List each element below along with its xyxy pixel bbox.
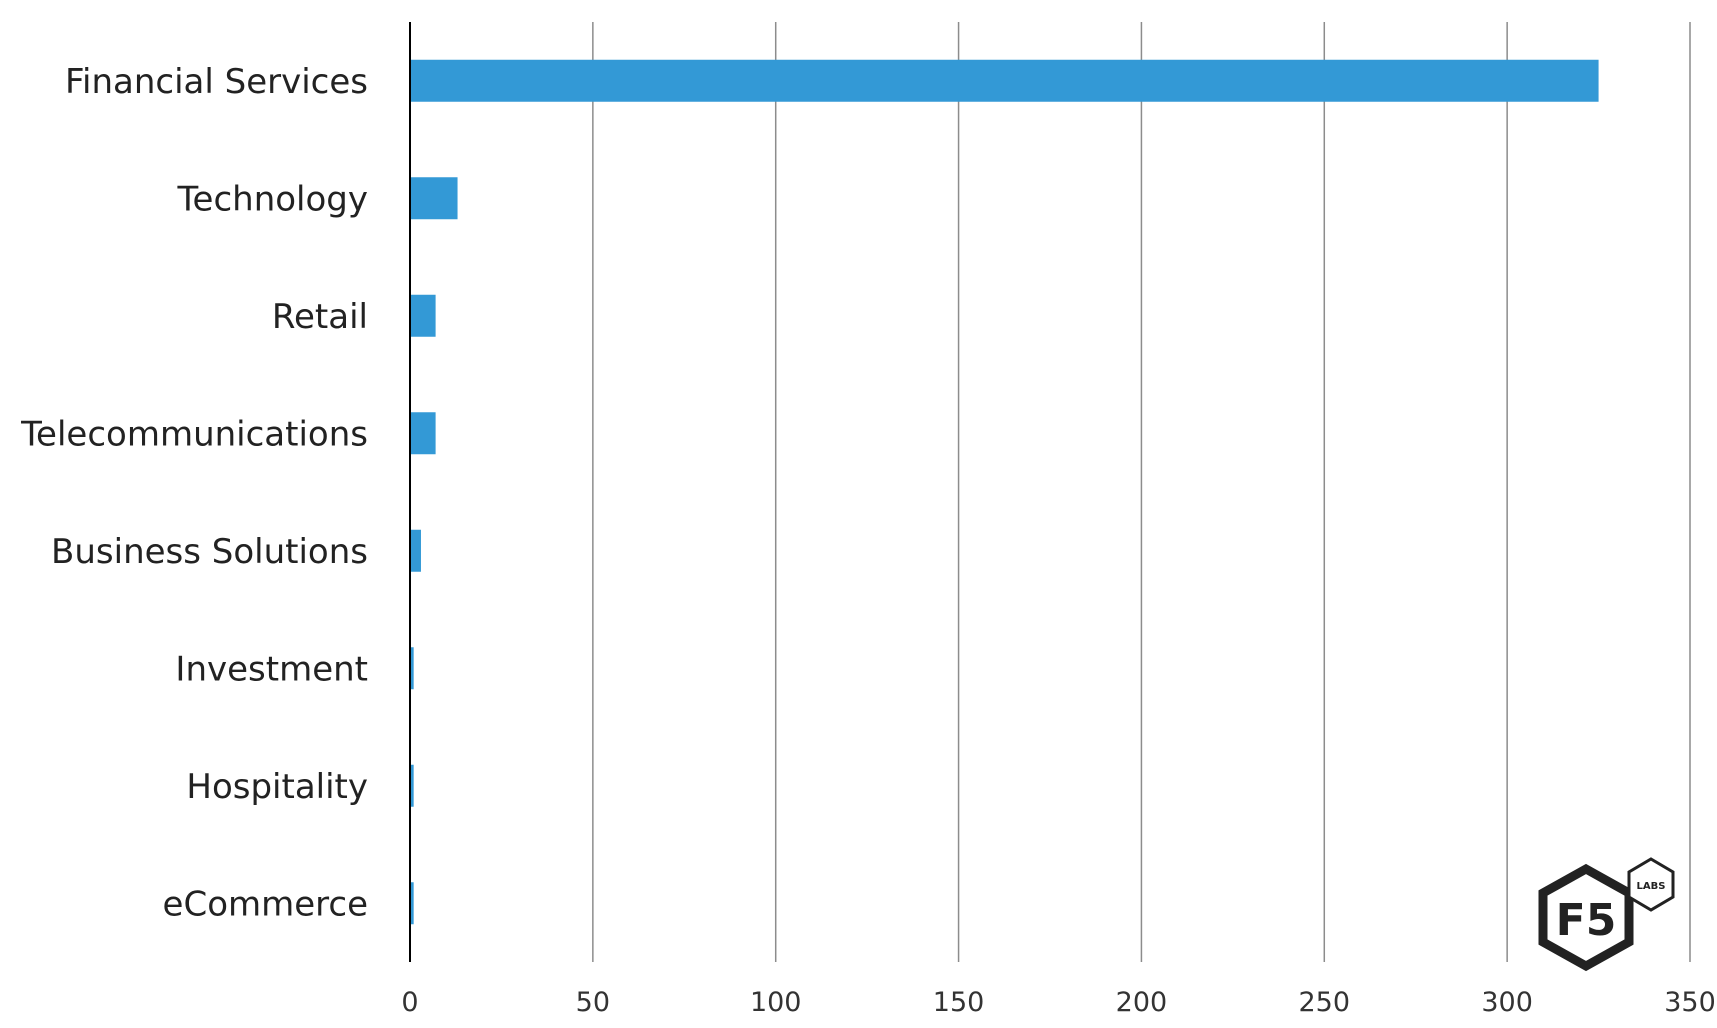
f5-labs-logo: F5 LABS [1538, 857, 1675, 972]
bar-investment [410, 647, 414, 690]
bar-hospitality [410, 764, 414, 807]
bars [410, 59, 1599, 925]
category-label-telecommunications: Telecommunications [20, 414, 368, 454]
bar-financial-services [410, 59, 1599, 102]
bar-business-solutions [410, 529, 421, 572]
x-tick-label-0: 0 [401, 987, 418, 1018]
category-label-retail: Retail [272, 297, 368, 337]
x-tick-label-350: 350 [1664, 987, 1716, 1018]
category-label-investment: Investment [175, 649, 368, 689]
logo-main-text: F5 [1556, 895, 1617, 946]
labs-hexagon-icon [1627, 857, 1675, 912]
x-tick-label-100: 100 [750, 987, 802, 1018]
gridlines [592, 22, 1691, 962]
bar-ecommerce [410, 882, 414, 925]
bar-technology [410, 177, 458, 220]
category-label-business-solutions: Business Solutions [51, 532, 368, 572]
x-tick-label-50: 50 [576, 987, 610, 1018]
x-tick-label-150: 150 [933, 987, 985, 1018]
category-label-technology: Technology [177, 179, 368, 219]
category-label-ecommerce: eCommerce [163, 884, 368, 924]
x-tick-label-200: 200 [1116, 987, 1168, 1018]
logo-badge-text: LABS [1637, 881, 1666, 892]
tick-labels: 0 50 100 150 200 250 300 350 [401, 987, 1715, 1018]
category-labels: Financial Services Technology Retail Teleco… [20, 62, 368, 925]
bar-retail [410, 294, 436, 337]
x-tick-label-250: 250 [1299, 987, 1351, 1018]
x-tick-label-300: 300 [1481, 987, 1533, 1018]
category-label-financial-services: Financial Services [65, 62, 368, 102]
category-label-hospitality: Hospitality [186, 767, 368, 807]
bar-telecommunications [410, 412, 436, 455]
